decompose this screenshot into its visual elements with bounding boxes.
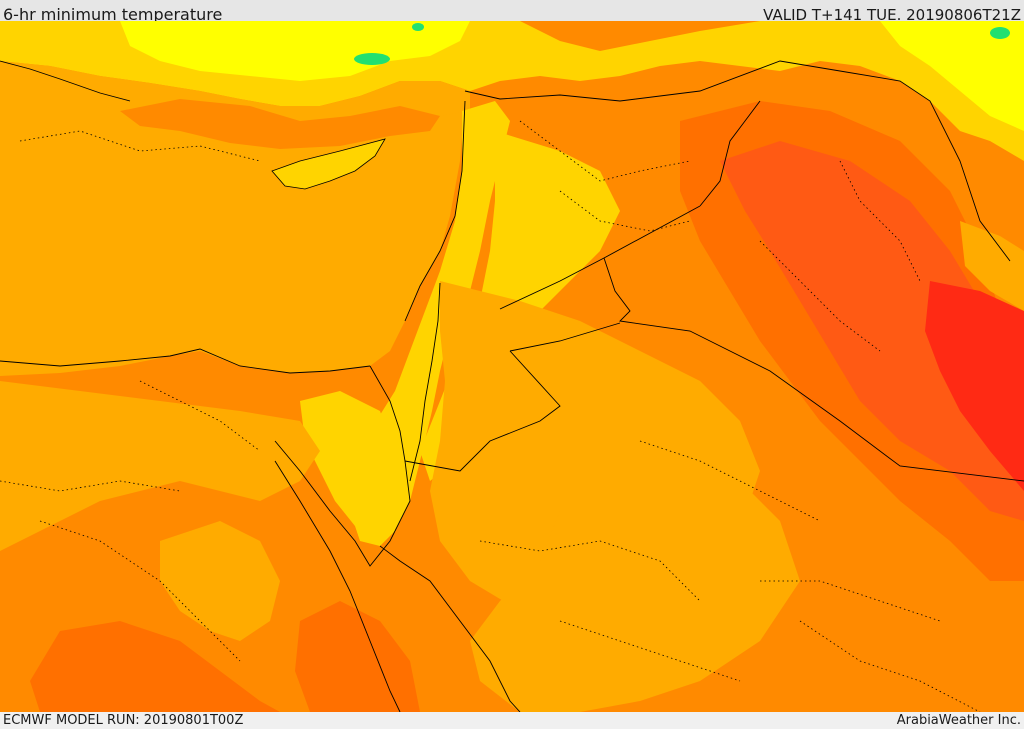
turkey-colder-zone-east bbox=[880, 21, 1024, 131]
map-header: 6-hr minimum temperature VALID T+141 TUE… bbox=[0, 0, 1024, 24]
cold-spot bbox=[354, 53, 390, 65]
cold-spot bbox=[412, 23, 424, 31]
turkey-coast-hot bbox=[120, 99, 440, 149]
iraq-hotter bbox=[720, 141, 1024, 521]
turkey-colder-zone bbox=[120, 21, 470, 81]
gulf-coast-amber bbox=[960, 221, 1024, 311]
northern-saudi-amber bbox=[470, 401, 800, 712]
map-footer: ECMWF MODEL RUN: 20190801T00Z ArabiaWeat… bbox=[0, 712, 1024, 729]
temperature-map bbox=[0, 21, 1024, 712]
cold-spot bbox=[990, 27, 1010, 39]
egypt-south-hot bbox=[30, 621, 280, 712]
cyprus bbox=[271, 138, 386, 190]
gulf-hottest bbox=[925, 281, 1024, 491]
egypt-amber bbox=[0, 381, 320, 551]
valid-time: VALID T+141 TUE. 20190806T21Z bbox=[763, 6, 1021, 24]
levant-cool-strip bbox=[350, 101, 510, 546]
map-title: 6-hr minimum temperature bbox=[3, 5, 223, 24]
red-sea-hot bbox=[295, 601, 420, 712]
egypt-upper-amber bbox=[160, 521, 280, 641]
temperature-field bbox=[0, 21, 1024, 712]
credit-label: ArabiaWeather Inc. bbox=[896, 713, 1021, 728]
province-boundaries bbox=[0, 120, 981, 712]
model-run-label: ECMWF MODEL RUN: 20190801T00Z bbox=[3, 713, 244, 728]
country-borders bbox=[369, 60, 1024, 532]
mediterranean-sea bbox=[0, 71, 465, 376]
sinai-yellow bbox=[300, 391, 395, 526]
coastlines bbox=[0, 60, 521, 712]
